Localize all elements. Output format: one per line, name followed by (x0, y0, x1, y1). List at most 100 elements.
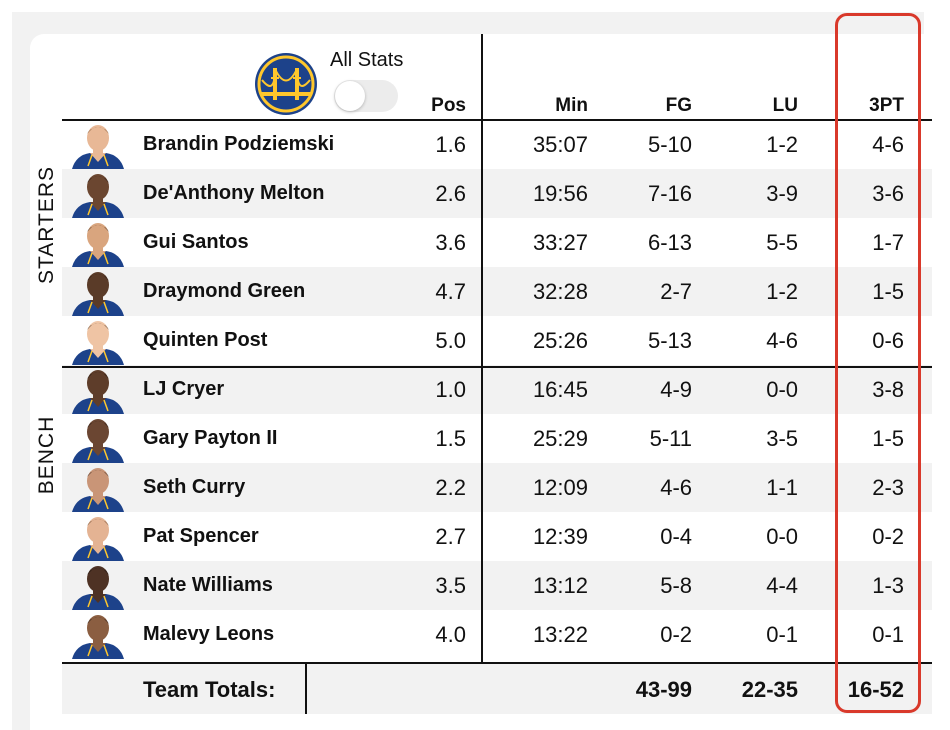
player-fg: 4-6 (660, 475, 692, 500)
player-lu: 3-5 (766, 426, 798, 451)
player-row[interactable]: Gary Payton II 1.5 25:29 5-11 3-5 1-5 (62, 414, 932, 463)
player-pos: 1.6 (435, 132, 466, 157)
player-3pt: 3-6 (872, 181, 904, 206)
player-headshot-icon (72, 125, 124, 169)
player-row[interactable]: Gui Santos 3.6 33:27 6-13 5-5 1-7 (62, 218, 932, 267)
player-name[interactable]: LJ Cryer (143, 378, 225, 400)
player-headshot (66, 416, 130, 463)
player-pos: 2.6 (435, 181, 466, 206)
player-name[interactable]: Brandin Podziemski (143, 133, 335, 155)
column-header-pos[interactable]: Pos (431, 95, 466, 116)
player-name[interactable]: Nate Williams (143, 574, 273, 596)
player-name[interactable]: Pat Spencer (143, 525, 259, 547)
player-min: 35:07 (532, 132, 588, 157)
player-headshot-icon (72, 615, 124, 659)
player-min: 25:26 (532, 328, 588, 353)
player-pos: 3.6 (435, 230, 466, 255)
team-logo (254, 52, 318, 116)
player-pos: 5.0 (435, 328, 466, 353)
player-3pt: 0-2 (872, 524, 904, 549)
player-name[interactable]: Gary Payton II (143, 427, 278, 449)
totals-divider (62, 662, 932, 664)
player-row[interactable]: De'Anthony Melton 2.6 19:56 7-16 3-9 3-6 (62, 169, 932, 218)
player-min: 16:45 (532, 377, 588, 402)
column-header-3pt[interactable]: 3PT (869, 95, 904, 116)
player-pos: 1.5 (435, 426, 466, 451)
player-min: 33:27 (532, 230, 588, 255)
player-headshot (66, 563, 130, 610)
totals-fg: 43-99 (635, 677, 692, 702)
player-fg: 7-16 (647, 181, 692, 206)
player-headshot-icon (72, 468, 124, 512)
player-name[interactable]: Malevy Leons (143, 623, 275, 645)
column-divider (481, 34, 483, 664)
player-name[interactable]: Quinten Post (143, 329, 268, 351)
player-min: 12:09 (532, 475, 588, 500)
player-3pt: 4-6 (872, 132, 904, 157)
player-headshot-icon (72, 419, 124, 463)
team-totals-row: Team Totals: 43-99 22-35 16-52 (62, 664, 932, 714)
player-headshot (66, 465, 130, 512)
player-fg: 5-8 (660, 573, 692, 598)
player-pos: 4.7 (435, 279, 466, 304)
player-headshot (66, 269, 130, 316)
starters-label: STARTERS (35, 165, 58, 285)
player-headshot-icon (72, 517, 124, 561)
player-min: 19:56 (532, 181, 588, 206)
totals-separator (305, 664, 307, 714)
player-name[interactable]: Gui Santos (143, 231, 249, 253)
player-fg: 5-10 (647, 132, 692, 157)
player-min: 32:28 (532, 279, 588, 304)
player-pos: 2.7 (435, 524, 466, 549)
header-divider (62, 119, 932, 121)
all-stats-label: All Stats (330, 49, 404, 71)
all-stats-toggle[interactable] (334, 80, 398, 112)
player-3pt: 0-6 (872, 328, 904, 353)
player-headshot (66, 171, 130, 218)
player-lu: 5-5 (766, 230, 798, 255)
column-header-fg[interactable]: FG (665, 95, 692, 116)
player-3pt: 1-5 (872, 279, 904, 304)
player-row[interactable]: Seth Curry 2.2 12:09 4-6 1-1 2-3 (62, 463, 932, 512)
player-headshot-icon (72, 370, 124, 414)
player-headshot (66, 514, 130, 561)
player-pos: 3.5 (435, 573, 466, 598)
player-3pt: 1-5 (872, 426, 904, 451)
player-name[interactable]: Seth Curry (143, 476, 246, 498)
player-fg: 4-9 (660, 377, 692, 402)
player-fg: 5-11 (649, 426, 692, 451)
player-fg: 0-2 (660, 622, 692, 647)
player-pos: 2.2 (435, 475, 466, 500)
player-row[interactable]: Malevy Leons 4.0 13:22 0-2 0-1 0-1 (62, 610, 932, 659)
player-row[interactable]: Pat Spencer 2.7 12:39 0-4 0-0 0-2 (62, 512, 932, 561)
player-min: 13:22 (532, 622, 588, 647)
player-row[interactable]: LJ Cryer 1.0 16:45 4-9 0-0 3-8 (62, 365, 932, 414)
player-headshot-icon (72, 174, 124, 218)
player-headshot-icon (72, 321, 124, 365)
player-name[interactable]: De'Anthony Melton (143, 182, 325, 204)
player-name[interactable]: Draymond Green (143, 280, 306, 302)
player-headshot (66, 122, 130, 169)
player-headshot (66, 367, 130, 414)
totals-3pt: 16-52 (847, 677, 904, 702)
toggle-knob[interactable] (335, 81, 365, 111)
player-lu: 3-9 (766, 181, 798, 206)
player-row[interactable]: Nate Williams 3.5 13:12 5-8 4-4 1-3 (62, 561, 932, 610)
player-3pt: 2-3 (872, 475, 904, 500)
player-min: 25:29 (532, 426, 588, 451)
player-headshot (66, 612, 130, 659)
bench-label: BENCH (35, 415, 58, 495)
player-3pt: 0-1 (872, 622, 904, 647)
player-3pt: 1-3 (872, 573, 904, 598)
player-row[interactable]: Draymond Green 4.7 32:28 2-7 1-2 1-5 (62, 267, 932, 316)
column-header-min[interactable]: Min (555, 95, 588, 116)
player-headshot-icon (72, 272, 124, 316)
player-pos: 4.0 (435, 622, 466, 647)
player-3pt: 1-7 (872, 230, 904, 255)
totals-lu: 22-35 (741, 677, 798, 702)
player-min: 12:39 (532, 524, 588, 549)
column-header-lu[interactable]: LU (772, 95, 798, 116)
player-fg: 0-4 (660, 524, 692, 549)
player-row[interactable]: Quinten Post 5.0 25:26 5-13 4-6 0-6 (62, 316, 932, 365)
player-row[interactable]: Brandin Podziemski 1.6 35:07 5-10 1-2 4-6 (62, 120, 932, 169)
